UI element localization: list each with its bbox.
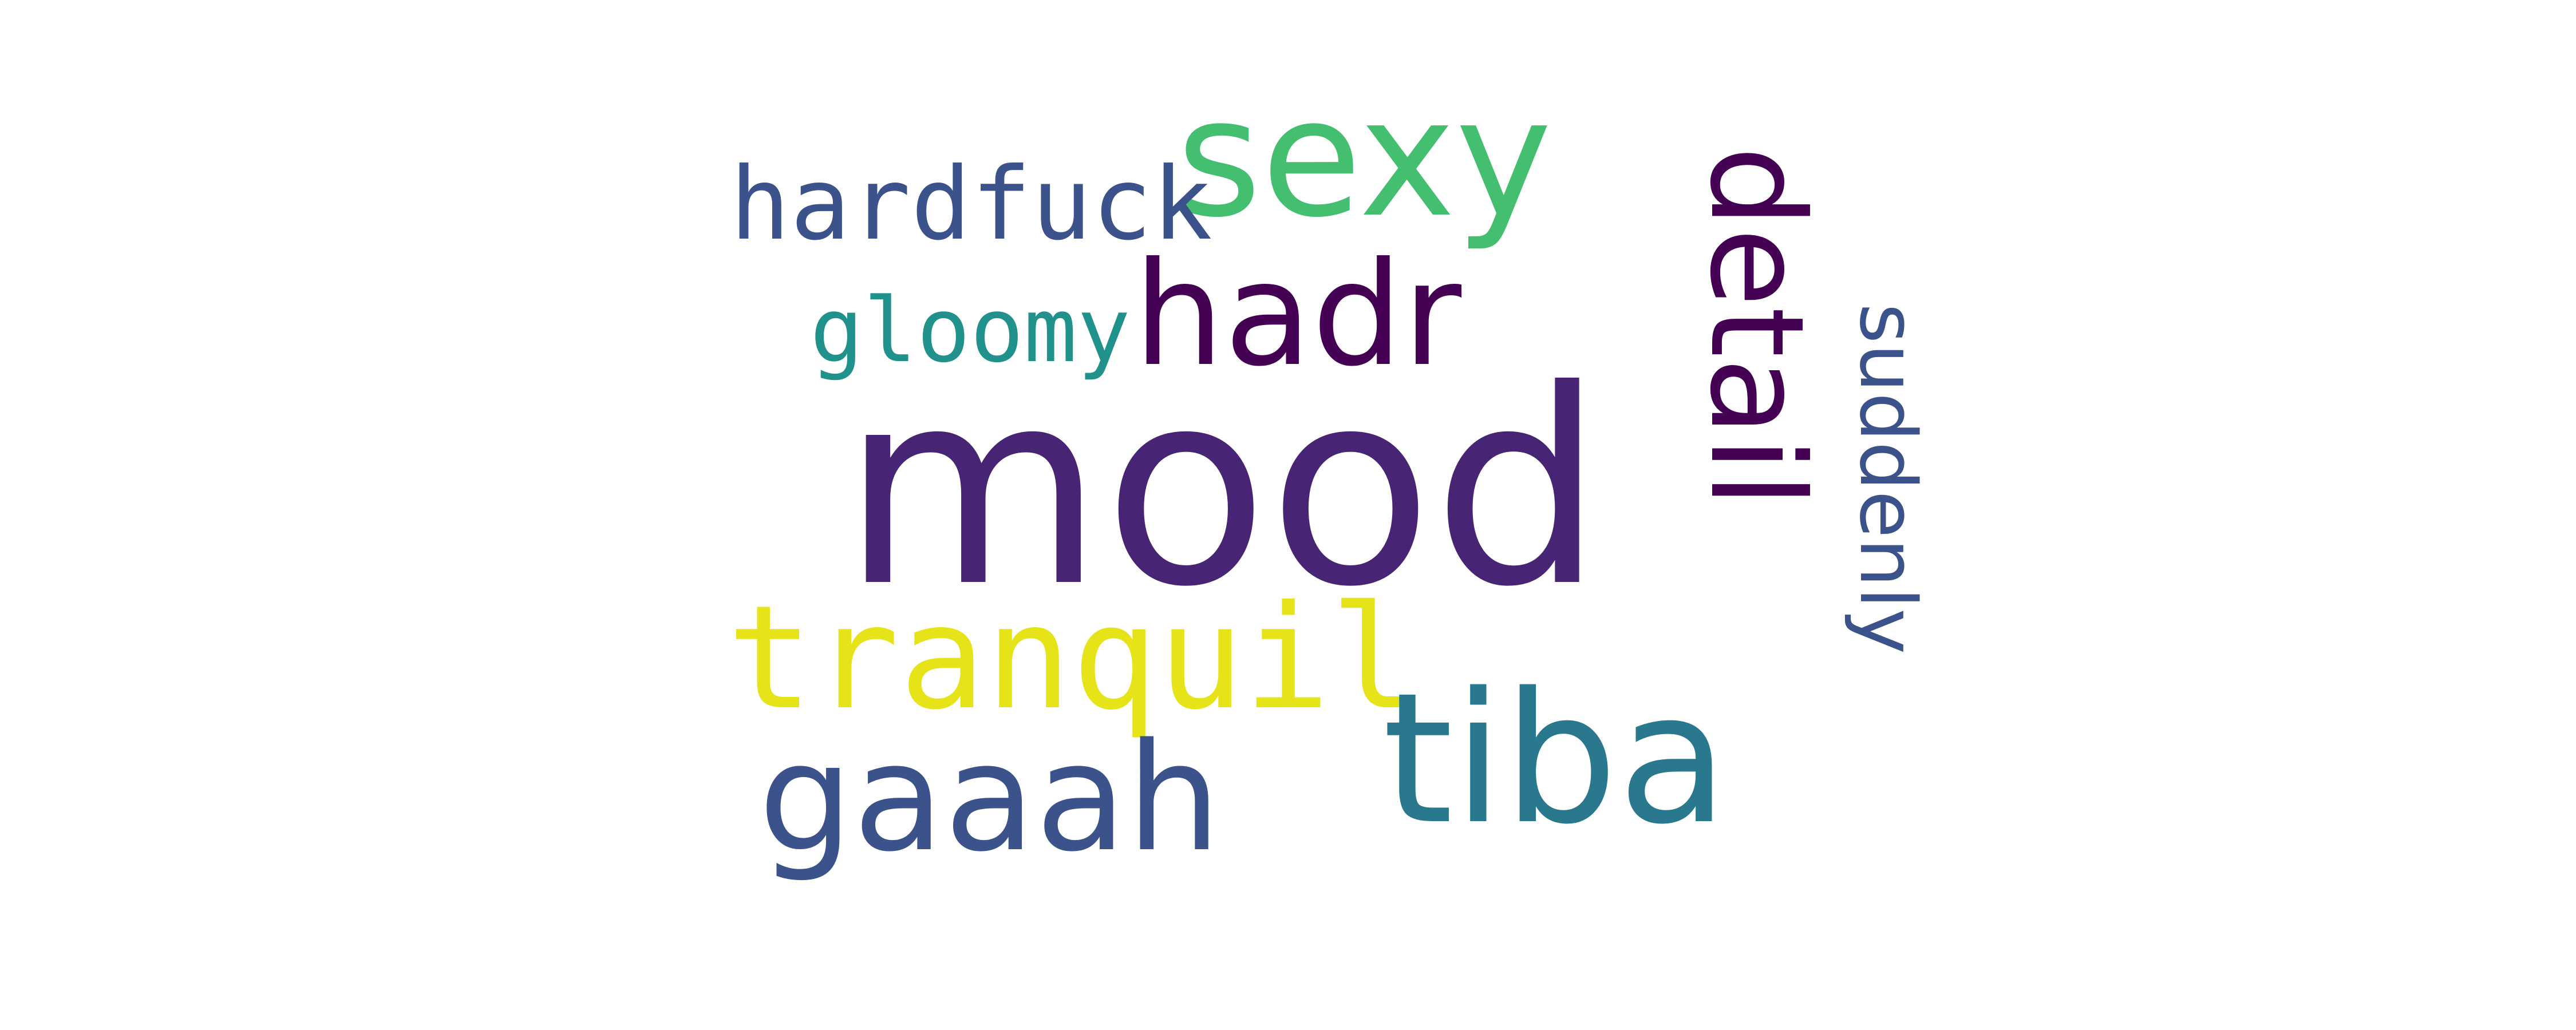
word-mood: mood: [841, 332, 1604, 645]
word-detail: detail: [1681, 146, 1831, 508]
word-tiba: tiba: [1382, 655, 1729, 864]
word-sexy: sexy: [1176, 64, 1552, 253]
word-gloomy: gloomy: [810, 279, 1131, 382]
word-gaaah: gaaah: [758, 712, 1221, 885]
word-hardfuck: hardfuck: [730, 146, 1212, 263]
word-tranquil: tranquil: [727, 575, 1417, 741]
word-hadr: hadr: [1133, 231, 1462, 398]
word-suddenly: suddenly: [1843, 303, 1933, 655]
